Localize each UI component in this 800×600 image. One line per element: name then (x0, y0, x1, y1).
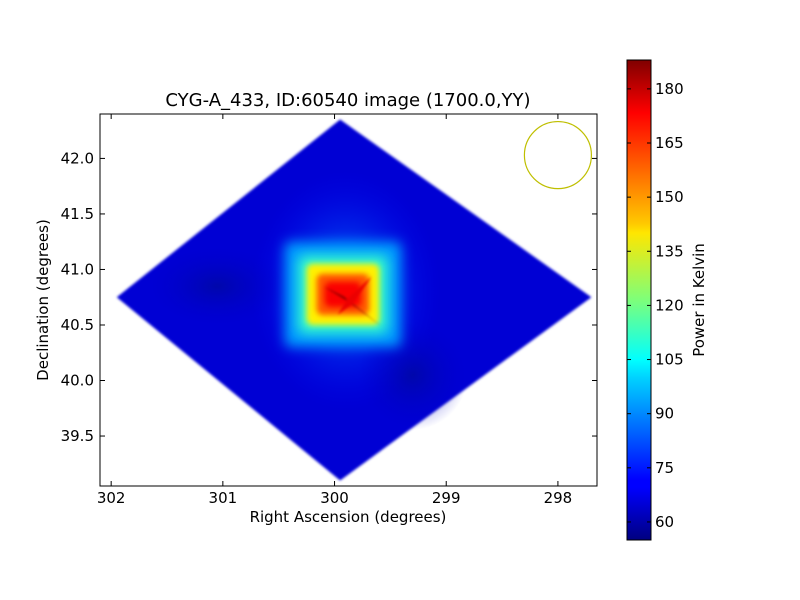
y-axis: 39.5 40.0 40.5 41.0 41.5 42.0 (61, 149, 597, 445)
beam-circle (523, 120, 593, 190)
chart-title: CYG-A_433, ID:60540 image (1700.0,YY) (165, 90, 530, 111)
colorbar: 60 75 90 105 120 135 150 165 180 Power in Kelvin (626, 59, 708, 541)
colorbar-label: Power in Kelvin (690, 243, 708, 357)
x-axis-label: Right Ascension (degrees) (250, 508, 447, 526)
y-tick-label: 40.5 (61, 316, 94, 334)
colorbar-tick-label: 105 (655, 351, 684, 369)
dark-region-west (147, 246, 288, 327)
y-tick-label: 39.5 (61, 427, 94, 445)
y-tick-label: 40.0 (61, 372, 94, 390)
y-tick-label: 42.0 (61, 149, 94, 167)
colorbar-tick-label: 120 (655, 296, 684, 314)
colorbar-tick-label: 165 (655, 134, 684, 152)
x-axis: 302 301 300 299 298 (97, 114, 572, 507)
colorbar-gradient (627, 60, 651, 540)
colorbar-tick-label: 90 (655, 405, 674, 423)
peak-ridge-2 (337, 276, 372, 315)
y-tick-label: 41.5 (61, 205, 94, 223)
dark-region-south (357, 319, 468, 430)
x-tick-label: 300 (320, 489, 349, 507)
colorbar-tick-label: 150 (655, 188, 684, 206)
y-tick-label: 41.0 (61, 260, 94, 278)
colorbar-tick-label: 135 (655, 242, 684, 260)
y-axis-label: Declination (degrees) (34, 219, 52, 381)
colorbar-tick-label: 180 (655, 80, 684, 98)
source-peak (323, 276, 382, 327)
plot-frame (99, 113, 598, 487)
x-tick-label: 301 (209, 489, 238, 507)
colorbar-frame (626, 59, 652, 541)
x-tick-label: 299 (432, 489, 461, 507)
colorbar-tick-label: 75 (655, 459, 674, 477)
x-tick-label: 302 (97, 489, 126, 507)
heatmap-image (116, 119, 593, 481)
x-tick-label: 298 (544, 489, 573, 507)
colorbar-tick-label: 60 (655, 513, 674, 531)
